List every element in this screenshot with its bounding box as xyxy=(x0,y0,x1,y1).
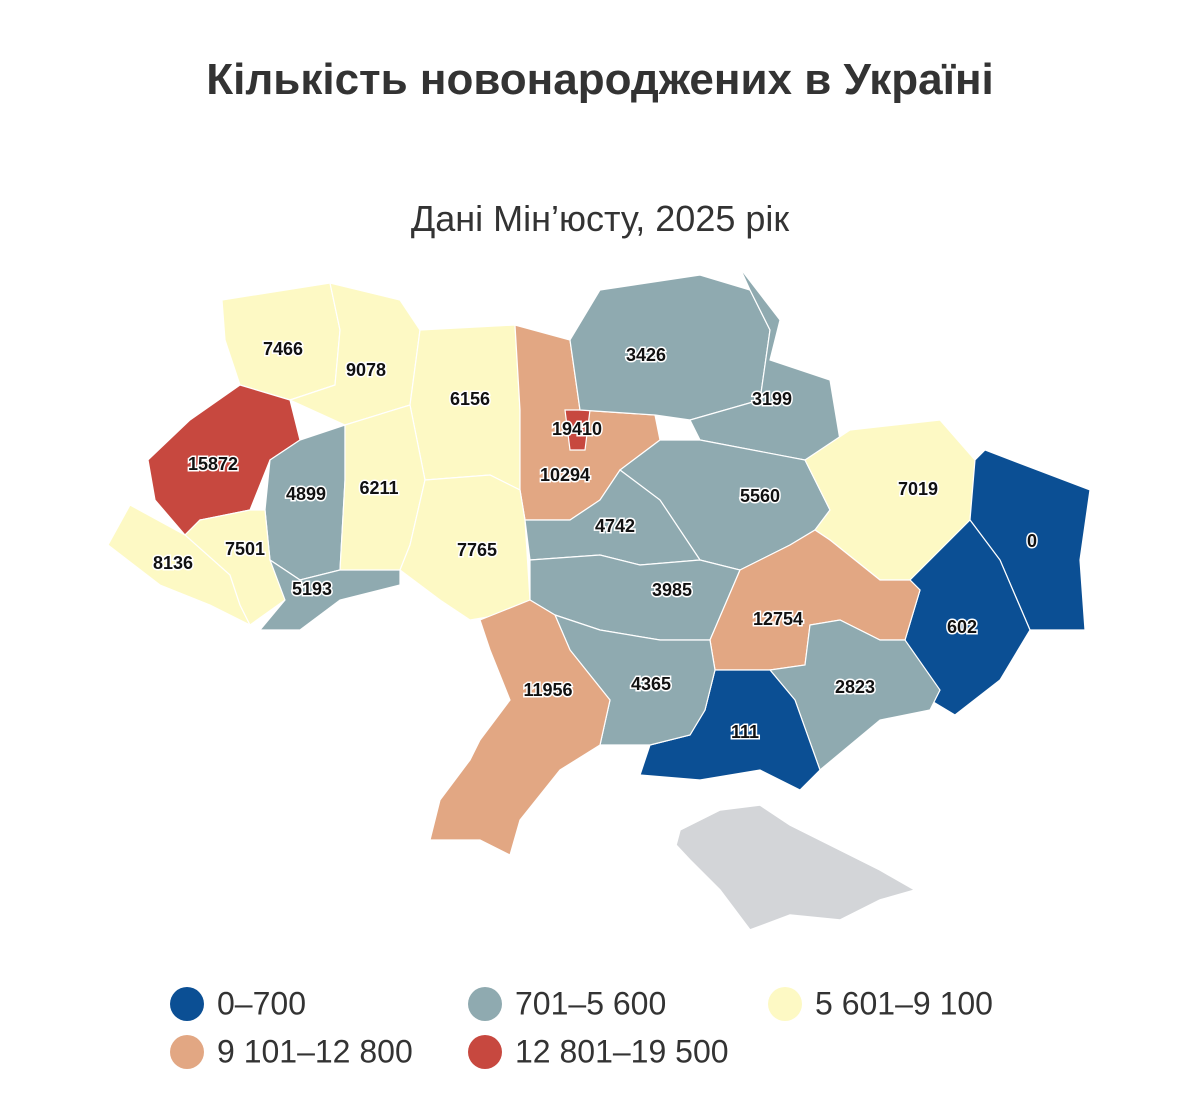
region-label: 7466 xyxy=(263,339,303,359)
region-label: 3426 xyxy=(626,345,666,365)
legend-swatch xyxy=(468,1035,502,1069)
title: Кількість новонароджених в Україні xyxy=(206,55,994,104)
region xyxy=(768,619,941,772)
region-label: 19410 xyxy=(552,419,602,439)
region xyxy=(569,274,771,421)
region-label: 4742 xyxy=(595,516,635,536)
region xyxy=(429,599,611,856)
region-label: 9078 xyxy=(346,360,386,380)
legend-swatch xyxy=(170,1035,204,1069)
region-label: 3199 xyxy=(752,389,792,409)
region-label: 6156 xyxy=(450,389,490,409)
region-label: 11956 xyxy=(523,680,572,700)
legend-label: 0–700 xyxy=(217,985,306,1021)
region-label: 0 xyxy=(1027,531,1037,551)
region-label: 111 xyxy=(731,722,759,742)
region-label: 7765 xyxy=(457,540,497,560)
region-label: 3985 xyxy=(652,580,692,600)
region-label: 15872 xyxy=(188,454,238,474)
region-label: 7019 xyxy=(898,479,938,499)
legend-label: 5 601–9 100 xyxy=(815,985,993,1021)
region-label: 12754 xyxy=(753,609,803,629)
region-label: 5193 xyxy=(292,579,332,599)
region-label: 4899 xyxy=(286,484,326,504)
region-label: 602 xyxy=(947,617,977,637)
legend-swatch xyxy=(468,987,502,1021)
legend-swatch xyxy=(170,987,204,1021)
region-label: 8136 xyxy=(153,553,193,573)
region xyxy=(258,558,401,631)
subtitle: Дані Мін’юсту, 2025 рік xyxy=(410,198,790,239)
crimea xyxy=(675,804,917,931)
region-label: 4365 xyxy=(631,674,671,694)
region-label: 5560 xyxy=(740,486,780,506)
region-label: 2823 xyxy=(835,677,875,697)
legend-label: 701–5 600 xyxy=(515,985,666,1021)
legend-swatch xyxy=(768,987,802,1021)
legend-label: 9 101–12 800 xyxy=(217,1033,413,1069)
region-label: 6211 xyxy=(359,478,398,498)
legend-label: 12 801–19 500 xyxy=(515,1033,729,1069)
region-label: 10294 xyxy=(540,465,590,485)
region-label: 7501 xyxy=(225,539,265,559)
